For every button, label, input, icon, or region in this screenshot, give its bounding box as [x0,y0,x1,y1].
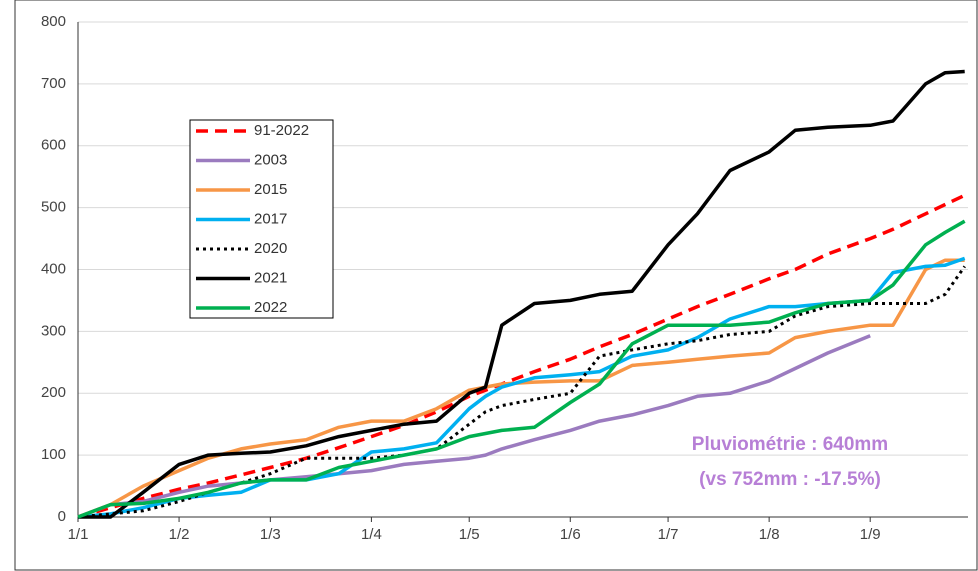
annotation: Pluviométrie : 640mm [692,434,888,455]
legend-label: 2020 [254,240,287,257]
y-tick-label: 300 [41,322,66,339]
y-tick-label: 100 [41,446,66,463]
legend-label: 2021 [254,269,287,286]
y-tick-label: 200 [41,384,66,401]
x-tick-label: 1/7 [658,526,679,543]
annotation: (vs 752mm : -17.5%) [699,469,881,490]
legend-label: 2015 [254,181,287,198]
y-tick-label: 800 [41,13,66,30]
series-line [77,219,966,519]
legend-label: 91-2022 [254,122,309,139]
series-line [78,69,965,519]
x-tick-label: 1/2 [169,526,190,543]
x-tick-label: 1/3 [260,526,281,543]
x-tick-label: 1/6 [560,526,581,543]
x-tick-label: 1/9 [860,526,881,543]
legend: 91-2022 2003 2015 2017 2020 2021 2022 [196,122,309,316]
x-tick-label: 1/4 [361,526,382,543]
series-line [77,193,966,519]
legend-label: 2022 [254,299,287,316]
y-tick-label: 400 [41,260,66,277]
legend-label: 2017 [254,210,287,227]
y-tick-label: 700 [41,75,66,92]
y-tick-label: 500 [41,199,66,216]
series-line [77,334,871,519]
x-tick-label: 1/8 [759,526,780,543]
y-tick-label: 0 [58,508,66,525]
lines [77,69,966,519]
chart-frame [14,0,978,571]
x-tick-label: 1/1 [68,526,89,543]
legend-label: 2003 [254,151,287,168]
y-tick-label: 600 [41,137,66,154]
x-tick-label: 1/5 [459,526,480,543]
